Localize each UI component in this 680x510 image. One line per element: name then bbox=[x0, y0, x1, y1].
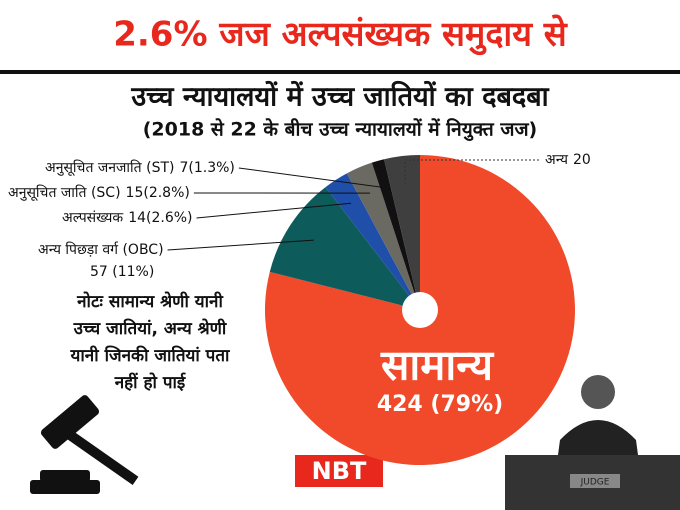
title: 2.6% जज अल्पसंख्यक समुदाय से bbox=[113, 14, 568, 56]
subtitle: उच्च न्यायालयों में उच्च जातियों का दबदब… bbox=[130, 81, 549, 113]
note-line: यानी जिनकी जातियां पता bbox=[70, 345, 230, 366]
note-line: नहीं हो पाई bbox=[114, 372, 187, 393]
value-label: 57 (11%) bbox=[90, 264, 154, 280]
value-label: 7(1.3%) bbox=[179, 160, 234, 176]
pie-slice bbox=[384, 155, 420, 310]
value-label: 14(2.6%) bbox=[128, 210, 192, 226]
slice-label: अनुसूचित जनजाति (ST) 7(1.3%) bbox=[45, 159, 235, 176]
category-name: अल्पसंख्यक bbox=[62, 210, 123, 226]
slice-label: सामान्य bbox=[380, 341, 495, 390]
value-label: 15(2.8%) bbox=[126, 185, 190, 201]
leader-line bbox=[167, 239, 314, 251]
pie-slice bbox=[371, 159, 420, 310]
slice-label: अनुसूचित जाति (SC) 15(2.8%) bbox=[8, 184, 190, 201]
value-label: 424 (79%) bbox=[377, 392, 503, 417]
pie-hole bbox=[402, 292, 438, 328]
note-line: उच्च जातियां, अन्य श्रेणी bbox=[73, 318, 227, 339]
category-name: अन्य bbox=[545, 152, 569, 168]
note: नोटः सामान्य श्रेणी यानी उच्च जातियां, अन… bbox=[70, 291, 230, 393]
category-name: अनुसूचित जाति (SC) bbox=[8, 184, 121, 201]
pie-slice bbox=[325, 173, 420, 310]
category-name: अनुसूचित जनजाति (ST) bbox=[45, 159, 174, 176]
slice-label: अन्य पिछड़ा वर्ग (OBC) bbox=[38, 241, 164, 258]
category-name: अन्य पिछड़ा वर्ग (OBC) bbox=[38, 241, 164, 258]
leader-line bbox=[238, 167, 386, 189]
slice-label: अन्य 20 bbox=[545, 152, 591, 168]
logo: NBT bbox=[312, 457, 367, 485]
pie-slice bbox=[269, 187, 420, 310]
leader-line bbox=[196, 202, 352, 219]
slice-label: अल्पसंख्यक 14(2.6%) bbox=[62, 210, 193, 226]
gavel-icon bbox=[30, 395, 139, 494]
subtitle-2: (2018 से 22 के बीच उच्च न्यायालयों में न… bbox=[143, 118, 538, 142]
logo-box bbox=[295, 455, 383, 487]
judge-illustration bbox=[505, 375, 680, 510]
leader-line bbox=[404, 159, 539, 184]
note-line: नोटः सामान्य श्रेणी यानी bbox=[76, 291, 223, 312]
divider bbox=[0, 70, 680, 74]
pie-slice bbox=[346, 162, 420, 310]
value-label: 20 bbox=[573, 152, 591, 168]
judge-sign: JUDGE bbox=[580, 478, 610, 488]
